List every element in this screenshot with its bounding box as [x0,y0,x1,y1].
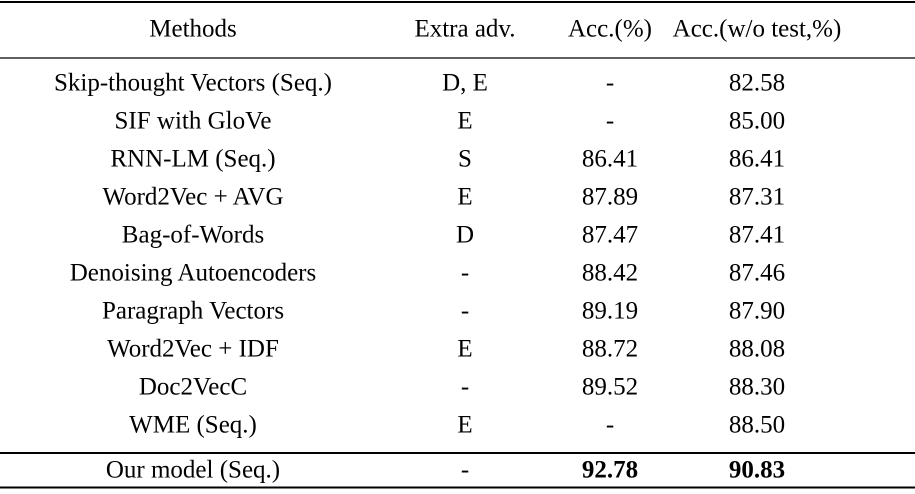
table-cell: SIF with GloVe [115,108,272,135]
table-cell: 89.52 [582,374,638,401]
table-cell: Denoising Autoencoders [70,260,316,287]
table-cell: - [461,298,469,325]
table-cell: - [606,70,614,97]
footer-cell: Our model (Seq.) [106,457,280,484]
table-cell: 85.00 [729,108,785,135]
footer-cell: - [461,457,469,484]
table-cell: D [456,222,474,249]
table-cell: 89.19 [582,298,638,325]
table-cell: E [457,336,472,363]
table-cell: 86.41 [582,146,638,173]
table-cell: 87.46 [729,260,785,287]
table-cell: 88.30 [729,374,785,401]
footer-cell: 90.83 [729,457,785,484]
table-cell: 88.72 [582,336,638,363]
table-cell: 88.50 [729,412,785,439]
table-cell: 87.41 [729,222,785,249]
table-cell: 88.08 [729,336,785,363]
table-cell: S [458,146,472,173]
table-cell: 86.41 [729,146,785,173]
table-cell: 82.58 [729,70,785,97]
table-cell: Paragraph Vectors [102,298,284,325]
table-cell: Bag-of-Words [122,222,264,249]
header-cell: Acc.(%) [568,16,652,43]
table-cell: - [606,412,614,439]
table-cell: E [457,184,472,211]
table-cell: - [606,108,614,135]
table-cell: Doc2VecC [139,374,247,401]
table-cell: Skip-thought Vectors (Seq.) [54,70,332,97]
header-cell: Extra adv. [414,16,515,43]
footer-cell: 92.78 [582,457,638,484]
table-cell: E [457,108,472,135]
header-cell: Methods [149,16,237,43]
table-cell: D, E [442,70,488,97]
header-cell: Acc.(w/o test,%) [673,16,842,43]
table-cell: 87.31 [729,184,785,211]
table-cell: 87.47 [582,222,638,249]
table-cell: - [461,260,469,287]
table-cell: WME (Seq.) [129,412,257,439]
table-cell: E [457,412,472,439]
table-cell: RNN-LM (Seq.) [110,146,275,173]
table-cell: - [461,374,469,401]
table-cell: Word2Vec + IDF [107,336,279,363]
table-cell: 87.89 [582,184,638,211]
table-cell: Word2Vec + AVG [102,184,283,211]
table-cell: 87.90 [729,298,785,325]
table-cell: 88.42 [582,260,638,287]
